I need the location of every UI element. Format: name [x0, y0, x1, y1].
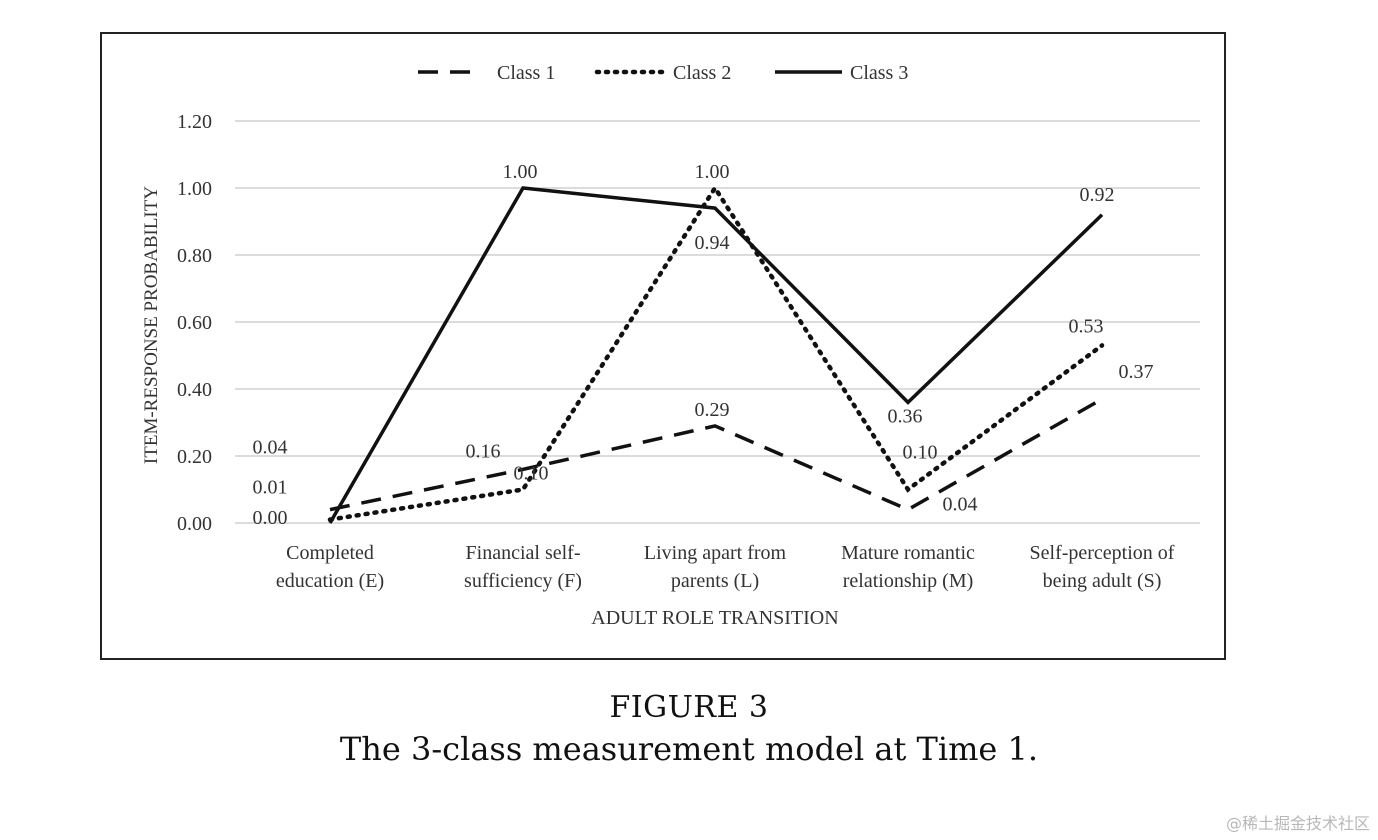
data-label: 0.37	[1119, 361, 1154, 383]
y-axis-label: ITEM-RESPONSE PROBABILITY	[141, 186, 162, 464]
legend-label: Class 1	[497, 62, 555, 84]
x-tick-label: Self-perception of	[1030, 542, 1175, 564]
y-tick-label: 0.80	[177, 245, 212, 267]
data-label: 0.92	[1080, 184, 1115, 206]
x-tick-label: Financial self-	[466, 542, 581, 564]
watermark: @稀土掘金技术社区	[1225, 814, 1370, 833]
x-tick-label: parents (L)	[671, 570, 759, 592]
series-line-class-2	[327, 183, 1105, 522]
x-tick-label: sufficiency (F)	[464, 570, 582, 592]
y-tick-label: 0.60	[177, 312, 212, 334]
y-tick-label: 0.00	[177, 513, 212, 535]
x-tick-label: Living apart from	[644, 542, 787, 564]
x-tick-label: relationship (M)	[843, 570, 974, 592]
data-label: 1.00	[503, 161, 538, 183]
data-label: 0.04	[943, 494, 978, 516]
data-label: 0.29	[695, 399, 730, 421]
y-tick-label: 0.40	[177, 379, 212, 401]
data-label: 1.00	[695, 161, 730, 183]
series-line-class-3	[328, 186, 1104, 524]
chart-frame	[100, 32, 1226, 660]
y-tick-label: 1.20	[177, 111, 212, 133]
data-label: 0.16	[466, 440, 501, 462]
data-label: 0.36	[888, 405, 923, 427]
legend-label: Class 2	[673, 62, 731, 84]
data-label: 0.53	[1069, 315, 1104, 337]
data-label: 0.94	[695, 232, 730, 254]
legend-label: Class 3	[850, 62, 908, 84]
data-label: 0.10	[514, 463, 549, 485]
data-label: 0.00	[253, 507, 288, 529]
x-tick-label: Mature romantic	[841, 542, 975, 564]
x-tick-label: being adult (S)	[1043, 570, 1162, 592]
figure-caption: The 3-class measurement model at Time 1.	[339, 730, 1039, 768]
y-tick-label: 1.00	[177, 178, 212, 200]
data-label: 0.10	[903, 442, 938, 464]
y-tick-label: 0.20	[177, 446, 212, 468]
series-line-class-1	[329, 397, 1103, 512]
data-label: 0.04	[253, 437, 288, 459]
x-axis-label: ADULT ROLE TRANSITION	[591, 607, 838, 629]
data-label: 0.01	[253, 477, 288, 499]
figure-label: FIGURE 3	[609, 690, 769, 725]
x-tick-label: Completed	[286, 542, 374, 564]
x-tick-label: education (E)	[276, 570, 384, 592]
